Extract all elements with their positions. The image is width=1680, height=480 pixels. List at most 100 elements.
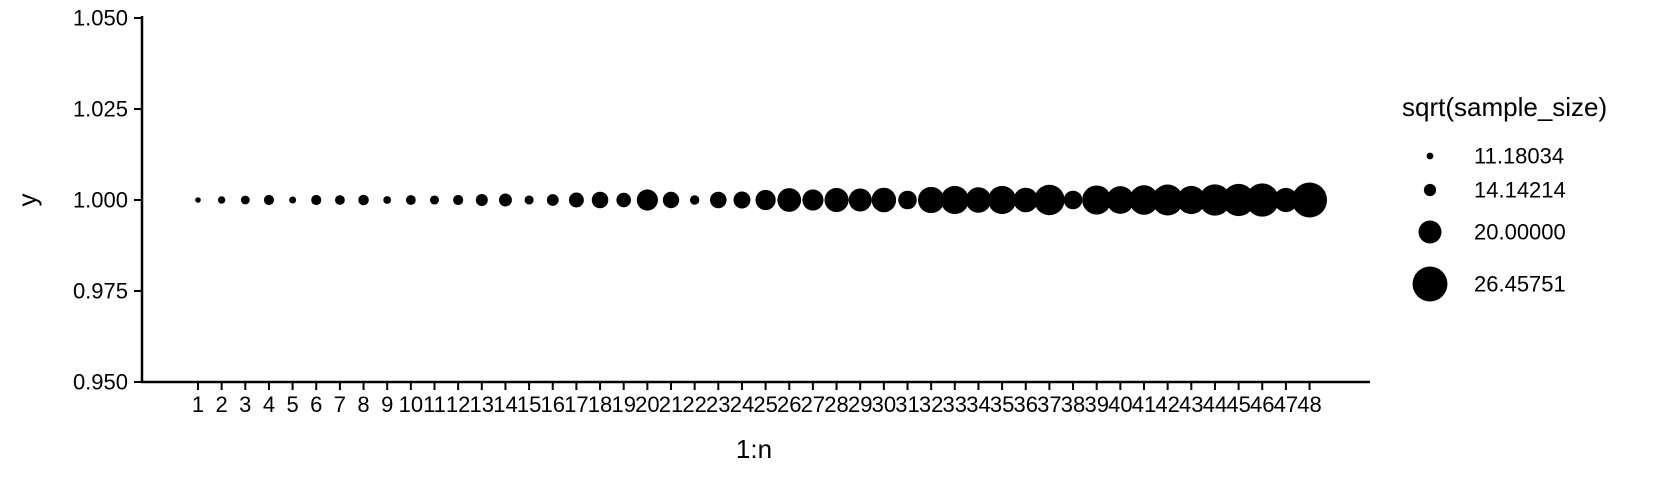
- data-points: [195, 182, 1328, 218]
- x-tick-label: 43: [1179, 392, 1203, 417]
- x-tick-label: 23: [706, 392, 730, 417]
- x-tick-label: 37: [1037, 392, 1061, 417]
- data-point: [453, 194, 464, 206]
- x-tick-label: 1: [192, 392, 204, 417]
- x-tick-label: 18: [588, 392, 612, 417]
- x-tick-label: 30: [872, 392, 896, 417]
- x-tick-label: 32: [919, 392, 943, 417]
- data-point: [733, 191, 751, 209]
- data-point: [498, 193, 512, 207]
- x-tick-label: 15: [517, 392, 541, 417]
- data-point: [591, 191, 609, 209]
- legend-key: [1426, 152, 1434, 160]
- data-point: [524, 195, 534, 205]
- x-tick-label: 38: [1061, 392, 1085, 417]
- data-point: [848, 188, 872, 212]
- x-tick-label: 40: [1108, 392, 1132, 417]
- x-tick-label: 35: [990, 392, 1014, 417]
- x-tick-label: 41: [1132, 392, 1156, 417]
- data-point: [710, 191, 727, 209]
- data-point: [917, 186, 945, 214]
- x-tick-label: 34: [966, 392, 990, 417]
- data-point: [662, 191, 680, 209]
- data-point: [1292, 182, 1328, 218]
- x-tick-label: 8: [357, 392, 369, 417]
- data-point: [898, 190, 917, 210]
- x-tick-label: 10: [399, 392, 423, 417]
- data-point: [965, 187, 992, 213]
- data-point: [195, 197, 201, 203]
- data-point: [1013, 187, 1039, 213]
- x-tick-label: 19: [611, 392, 635, 417]
- legend-label: 11.18034: [1474, 144, 1564, 169]
- data-point: [616, 192, 631, 208]
- x-tick-label: 31: [895, 392, 919, 417]
- data-point: [802, 189, 824, 211]
- legend-label: 26.45751: [1474, 272, 1566, 297]
- x-tick-label: 44: [1203, 392, 1227, 417]
- data-point: [217, 196, 226, 204]
- y-tick-label: 0.950: [73, 370, 128, 395]
- x-axis-title: 1:n: [736, 434, 772, 464]
- x-tick-label: 36: [1014, 392, 1038, 417]
- data-point: [988, 185, 1017, 215]
- data-point: [358, 194, 369, 206]
- x-tick-label: 4: [263, 392, 275, 417]
- x-tick-label: 48: [1297, 392, 1321, 417]
- data-point: [263, 194, 275, 206]
- data-point: [568, 192, 584, 208]
- y-axis-title: y: [12, 194, 42, 207]
- x-tick-label: 33: [943, 392, 967, 417]
- data-point: [1273, 187, 1298, 213]
- data-point: [1199, 184, 1231, 216]
- legend-label: 14.14214: [1474, 178, 1566, 203]
- x-tick-label: 20: [635, 392, 659, 417]
- data-point: [1129, 185, 1159, 215]
- x-tick-label: 47: [1274, 392, 1298, 417]
- x-tick-label: 2: [216, 392, 228, 417]
- y-tick-label: 1.050: [73, 6, 128, 31]
- data-point: [940, 185, 969, 215]
- x-tick-label: 14: [493, 392, 517, 417]
- data-point: [475, 194, 488, 206]
- data-point: [1222, 183, 1255, 217]
- x-tick-label: 12: [446, 392, 470, 417]
- x-tick-label: 17: [564, 392, 588, 417]
- x-tick-label: 39: [1084, 392, 1108, 417]
- x-tick-label: 3: [239, 392, 251, 417]
- size-legend: sqrt(sample_size) 11.18034 14.14214 20.000…: [1402, 92, 1607, 302]
- x-tick-label: 45: [1226, 392, 1250, 417]
- y-axis: 0.950 0.975 1.000 1.025 1.050: [73, 6, 144, 395]
- data-point: [240, 195, 250, 205]
- y-tick-label: 1.025: [73, 97, 128, 122]
- x-tick-label: 22: [682, 392, 706, 417]
- data-point: [871, 187, 897, 213]
- data-point: [755, 189, 776, 211]
- data-point: [1082, 185, 1112, 215]
- x-tick-label: 42: [1155, 392, 1179, 417]
- x-axis: 1 2 3 4 5 6 7 8 9 10 11 12 13 14 15 16 17 18 19 20 21 22 23 24 2…: [141, 380, 1370, 417]
- data-point: [1152, 184, 1184, 216]
- x-tick-label: 27: [801, 392, 825, 417]
- x-tick-label: 7: [334, 392, 346, 417]
- legend-title: sqrt(sample_size): [1402, 92, 1607, 122]
- x-tick-label: 16: [541, 392, 565, 417]
- data-point: [1063, 190, 1083, 210]
- legend-key: [1423, 183, 1437, 197]
- y-tick-label: 1.000: [73, 188, 128, 213]
- data-point: [636, 189, 658, 211]
- data-point: [1177, 185, 1206, 215]
- x-tick-label: 46: [1250, 392, 1274, 417]
- y-tick-label: 0.975: [73, 279, 128, 304]
- data-point: [335, 195, 345, 205]
- data-point: [546, 194, 559, 206]
- legend-key: [1412, 266, 1448, 302]
- legend-key: [1418, 220, 1442, 244]
- x-tick-label: 26: [777, 392, 801, 417]
- x-tick-label: 28: [824, 392, 848, 417]
- data-point: [311, 194, 322, 206]
- x-tick-label: 24: [730, 392, 754, 417]
- x-tick-label: 25: [753, 392, 777, 417]
- data-point: [1034, 184, 1065, 216]
